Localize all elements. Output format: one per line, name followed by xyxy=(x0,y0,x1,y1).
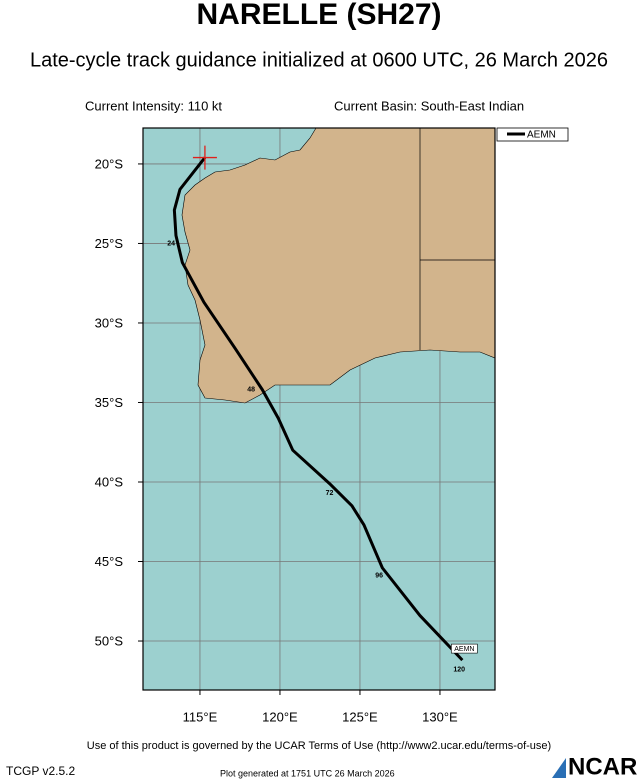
annotation: Current Intensity: 110 kt xyxy=(85,98,222,113)
y-tick-label: 35°S xyxy=(95,395,124,410)
hour-label: 24 xyxy=(167,240,175,247)
annotation: Current Basin: South-East Indian xyxy=(334,98,524,113)
y-tick-label: 30°S xyxy=(95,315,124,330)
y-tick-label: 45°S xyxy=(95,554,124,569)
y-tick-label: 20°S xyxy=(95,156,124,171)
hour-label: 72 xyxy=(326,490,334,497)
end-label: AEMN xyxy=(454,646,474,653)
y-tick-label: 40°S xyxy=(95,474,124,489)
chart-subtitle: Late-cycle track guidance initialized at… xyxy=(30,49,608,71)
hour-label: 48 xyxy=(247,387,255,394)
legend-label: AEMN xyxy=(527,130,556,141)
x-tick-label: 130°E xyxy=(422,709,458,724)
x-tick-label: 120°E xyxy=(262,709,298,724)
logo: NCAR xyxy=(568,753,637,780)
footer-version: TCGP v2.5.2 xyxy=(6,764,75,778)
x-tick-label: 115°E xyxy=(183,709,218,724)
y-tick-label: 25°S xyxy=(95,236,124,251)
end-label-box xyxy=(451,643,478,654)
logo-mark xyxy=(552,758,566,778)
footer-generated: Plot generated at 1751 UTC 26 March 2026 xyxy=(220,768,395,778)
footer-terms: Use of this product is governed by the U… xyxy=(87,740,551,752)
land xyxy=(181,127,496,404)
map-frame xyxy=(142,127,496,691)
track-line xyxy=(172,156,464,662)
hour-label: 96 xyxy=(375,573,383,580)
chart-title: NARELLE (SH27) xyxy=(196,0,441,31)
current-position xyxy=(192,145,217,170)
y-tick-label: 50°S xyxy=(95,633,124,648)
hour-label: 120 xyxy=(453,666,465,673)
x-tick-label: 125°E xyxy=(342,709,378,724)
legend xyxy=(496,127,569,142)
